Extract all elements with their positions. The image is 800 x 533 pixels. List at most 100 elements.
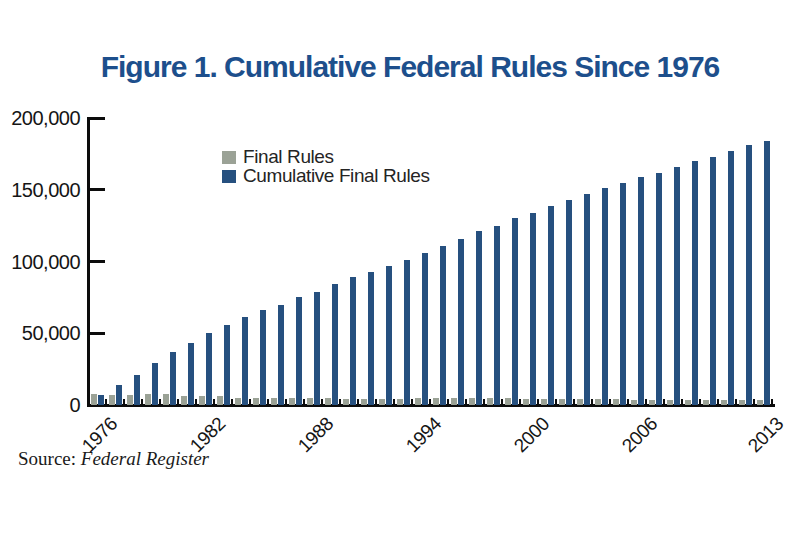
final-rules-bar-2013 bbox=[757, 400, 763, 405]
cumulative-final-rules-bar-1996 bbox=[458, 239, 464, 405]
cumulative-final-rules-bar-2000 bbox=[530, 213, 536, 405]
bar-group-1996 bbox=[448, 118, 466, 405]
cumulative-final-rules-bar-2004 bbox=[602, 188, 608, 405]
cumulative-final-rules-bar-1993 bbox=[404, 260, 410, 405]
cumulative-final-rules-bar-1982 bbox=[206, 333, 212, 405]
final-rules-bar-1995 bbox=[433, 398, 439, 405]
final-rules-bar-2012 bbox=[739, 400, 745, 405]
final-rules-bar-2008 bbox=[667, 400, 673, 405]
bar-group-2008 bbox=[664, 118, 682, 405]
bar-group-1978 bbox=[124, 118, 142, 405]
cumulative-final-rules-bar-2013 bbox=[764, 141, 770, 405]
cumulative-final-rules-bar-1978 bbox=[134, 375, 140, 405]
cumulative-final-rules-bar-1997 bbox=[476, 231, 482, 405]
cumulative-final-rules-bar-1992 bbox=[386, 266, 392, 405]
cumulative-final-rules-bar-2009 bbox=[692, 161, 698, 405]
cumulative-final-rules-bar-1987 bbox=[296, 297, 302, 405]
bar-group-1982 bbox=[196, 118, 214, 405]
bar-group-1977 bbox=[106, 118, 124, 405]
cumulative-final-rules-bar-2008 bbox=[674, 167, 680, 405]
final-rules-bar-1985 bbox=[253, 398, 259, 405]
source-line: Source: Federal Register bbox=[18, 448, 209, 470]
cumulative-final-rules-bar-2001 bbox=[548, 206, 554, 405]
cumulative-final-rules-bar-2011 bbox=[728, 151, 734, 405]
bar-group-2007 bbox=[646, 118, 664, 405]
final-rules-bar-1991 bbox=[361, 399, 367, 405]
legend-item-cumulative-final-rules: Cumulative Final Rules bbox=[222, 167, 430, 185]
cumulative-final-rules-bar-1985 bbox=[260, 310, 266, 405]
final-rules-bar-1994 bbox=[415, 398, 421, 405]
cumulative-final-rules-bar-1977 bbox=[116, 385, 122, 405]
y-axis-label-50,000: 50,000 bbox=[0, 323, 80, 343]
legend-item-final-rules: Final Rules bbox=[222, 148, 430, 166]
final-rules-bar-2001 bbox=[541, 399, 547, 405]
final-rules-bar-1999 bbox=[505, 398, 511, 405]
x-axis-label-text: 1988 bbox=[294, 413, 338, 457]
cumulative-final-rules-bar-2007 bbox=[656, 173, 662, 405]
x-axis-label-text: 2013 bbox=[744, 413, 788, 457]
final-rules-bar-2003 bbox=[577, 399, 583, 405]
bar-group-2004 bbox=[592, 118, 610, 405]
cumulative-final-rules-bar-1983 bbox=[224, 325, 230, 405]
final-rules-bar-2009 bbox=[685, 400, 691, 405]
y-axis-label-150,000: 150,000 bbox=[0, 180, 80, 200]
bar-group-2003 bbox=[574, 118, 592, 405]
source-publication: Federal Register bbox=[81, 448, 209, 469]
cumulative-final-rules-bar-2003 bbox=[584, 194, 590, 405]
x-axis-tick bbox=[771, 399, 773, 405]
final-rules-bar-2002 bbox=[559, 399, 565, 405]
final-rules-bar-2007 bbox=[649, 400, 655, 405]
final-rules-bar-2000 bbox=[523, 399, 529, 405]
bar-group-2006 bbox=[628, 118, 646, 405]
cumulative-final-rules-bar-1980 bbox=[170, 352, 176, 405]
cumulative-final-rules-bar-2010 bbox=[710, 157, 716, 405]
legend-label: Cumulative Final Rules bbox=[243, 165, 430, 187]
bar-group-1980 bbox=[160, 118, 178, 405]
bar-group-2012 bbox=[736, 118, 754, 405]
x-axis-label-text: 1994 bbox=[402, 413, 446, 457]
cumulative-final-rules-bar-1984 bbox=[242, 317, 248, 405]
bar-group-2009 bbox=[682, 118, 700, 405]
cumulative-final-rules-bar-2002 bbox=[566, 200, 572, 405]
bar-group-1999 bbox=[502, 118, 520, 405]
final-rules-bar-1988 bbox=[307, 398, 313, 405]
x-axis-label-text: 2000 bbox=[510, 413, 554, 457]
source-prefix: Source: bbox=[18, 448, 81, 469]
bar-group-2010 bbox=[700, 118, 718, 405]
y-axis-label-100,000: 100,000 bbox=[0, 252, 80, 272]
final-rules-bar-2006 bbox=[631, 400, 637, 405]
figure-canvas: Figure 1. Cumulative Federal Rules Since… bbox=[0, 0, 800, 533]
final-rules-bar-2005 bbox=[613, 399, 619, 405]
bar-group-2001 bbox=[538, 118, 556, 405]
final-rules-bar-1984 bbox=[235, 398, 241, 405]
cumulative-final-rules-bar-2006 bbox=[638, 177, 644, 405]
final-rules-bar-1978 bbox=[127, 395, 133, 405]
bar-group-1976 bbox=[88, 118, 106, 405]
final-rules-bar-1986 bbox=[271, 398, 277, 405]
cumulative-final-rules-bar-2005 bbox=[620, 183, 626, 405]
cumulative-final-rules-bar-1998 bbox=[494, 226, 500, 405]
cumulative-final-rules-bar-1976 bbox=[98, 395, 104, 405]
cumulative-final-rules-bar-1988 bbox=[314, 292, 320, 405]
final-rules-bar-1981 bbox=[181, 396, 187, 405]
chart-title: Figure 1. Cumulative Federal Rules Since… bbox=[20, 50, 800, 84]
final-rules-swatch-icon bbox=[222, 151, 236, 164]
bar-group-2000 bbox=[520, 118, 538, 405]
bar-group-1979 bbox=[142, 118, 160, 405]
cumulative-final-rules-bar-1999 bbox=[512, 218, 518, 405]
cumulative-final-rules-bar-1991 bbox=[368, 272, 374, 405]
final-rules-bar-1983 bbox=[217, 396, 223, 405]
cumulative-final-rules-bar-1995 bbox=[440, 246, 446, 405]
cumulative-final-rules-bar-1979 bbox=[152, 363, 158, 405]
cumulative-final-rules-bar-2012 bbox=[746, 145, 752, 405]
cumulative-final-rules-swatch-icon bbox=[222, 170, 236, 183]
cumulative-final-rules-bar-1981 bbox=[188, 343, 194, 405]
plot-area bbox=[88, 118, 772, 405]
y-axis-label-200,000: 200,000 bbox=[0, 108, 80, 128]
final-rules-bar-1998 bbox=[487, 398, 493, 405]
cumulative-final-rules-bar-1986 bbox=[278, 305, 284, 405]
x-axis-label-text: 2006 bbox=[618, 413, 662, 457]
cumulative-final-rules-bar-1989 bbox=[332, 284, 338, 405]
bar-group-2005 bbox=[610, 118, 628, 405]
final-rules-bar-2004 bbox=[595, 399, 601, 405]
